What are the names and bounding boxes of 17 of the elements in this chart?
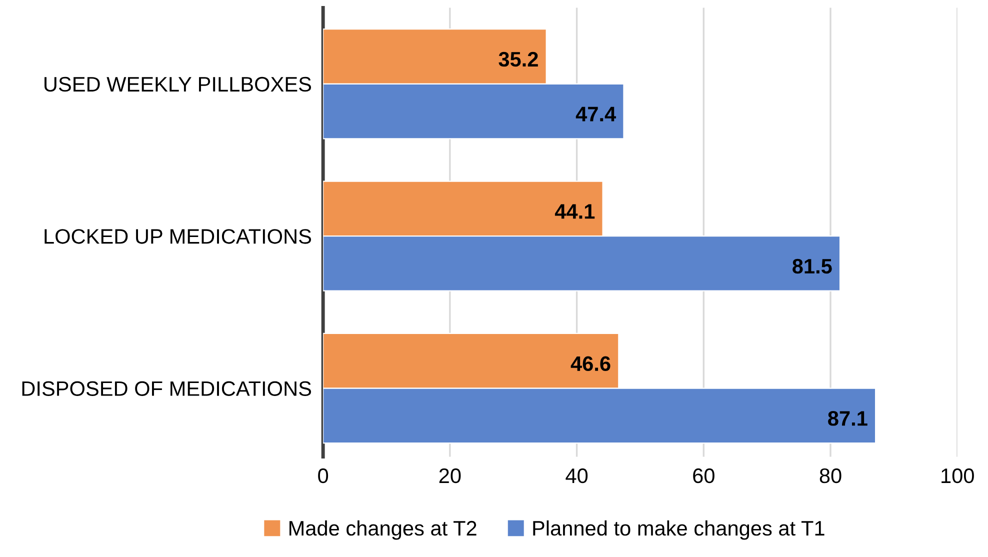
- y-tick-label: DISPOSED OF MEDICATIONS: [22, 381, 312, 396]
- x-tick-label: 60: [693, 468, 714, 484]
- x-tick-label: 0: [318, 468, 328, 484]
- data-label: 87.1: [828, 411, 868, 426]
- x-tick-label: 100: [942, 468, 974, 484]
- legend-label: Made changes at T2: [289, 520, 476, 540]
- x-tick-label: 40: [566, 468, 588, 484]
- x-tick-label: 80: [820, 468, 842, 484]
- data-label: 35.2: [498, 52, 538, 67]
- legend-label: Planned to make changes at T1: [533, 520, 824, 540]
- data-label: 44.1: [554, 204, 595, 219]
- y-tick-label: USED WEEKLY PILLBOXES: [44, 76, 312, 92]
- data-label: 46.6: [570, 356, 610, 372]
- data-label: 47.4: [576, 106, 616, 122]
- data-label: 81.5: [792, 258, 832, 274]
- y-tick-label: LOCKED UP MEDICATIONS: [44, 229, 312, 244]
- x-tick-label: 20: [439, 468, 461, 484]
